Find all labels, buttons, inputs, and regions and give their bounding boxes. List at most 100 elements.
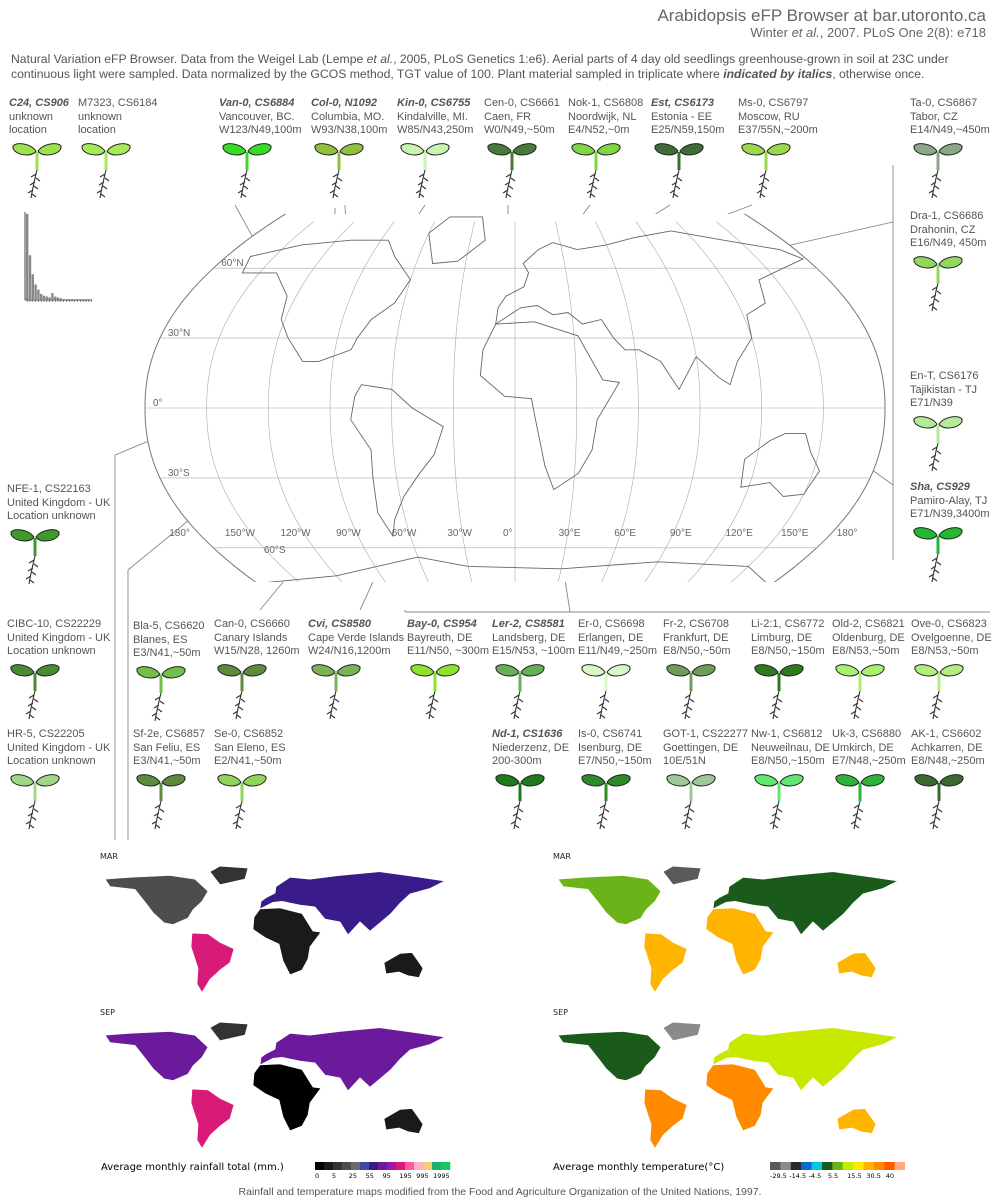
accession-card[interactable]: Uk-3, CS6880 Umkirch, DE E7/N48,~250m: [832, 728, 924, 833]
accession-location: San Feliu, ES: [133, 741, 201, 754]
seedling-icon: [217, 663, 267, 719]
accession-name: Fr-2, CS6708: [663, 618, 730, 630]
accession-location: Kindalville, MI.: [397, 110, 468, 123]
scale-swatch: [360, 1162, 370, 1170]
scale-swatch: [414, 1162, 424, 1170]
longitude-label: 60°E: [614, 528, 636, 539]
accession-card[interactable]: AK-1, CS6602 Achkarren, DE E8/N48,~250m: [911, 728, 1000, 833]
accession-card[interactable]: Bla-5, CS6620 Blanes, ES E3/N41,~50m: [133, 620, 225, 725]
accession-card[interactable]: NFE-1, CS22163 United Kingdom - UK Locatio…: [7, 483, 110, 588]
accession-card[interactable]: CIBC-10, CS22229 United Kingdom - UK Locat…: [7, 618, 111, 723]
accession-card[interactable]: C24, CS906 unknown location: [9, 97, 101, 202]
accession-name: Can-0, CS6660: [214, 618, 290, 630]
accession-location: Goettingen, DE: [663, 741, 739, 754]
accession-card[interactable]: Se-0, CS6852 San Eleno, ES E2/N41,~50m: [214, 728, 306, 833]
latitude-label: 60°S: [264, 545, 286, 556]
accession-location: Erlangen, DE: [578, 631, 644, 644]
accession-location: Tajikistan - TJ: [910, 383, 978, 396]
scale-swatch: [873, 1162, 885, 1170]
accession-location: Ovelgoenne, DE: [911, 631, 992, 644]
scale-swatch: [324, 1162, 334, 1170]
accession-card[interactable]: Cvi, CS8580 Cape Verde Islands W24/N16,120…: [308, 618, 404, 723]
accession-card[interactable]: GOT-1, CS22277 Goettingen, DE 10E/51N: [663, 728, 755, 833]
accession-location: Neuweilnau, DE: [751, 741, 830, 754]
climate-landmass: [643, 1088, 688, 1150]
accession-card[interactable]: Er-0, CS6698 Erlangen, DE E11/N49,~250m: [578, 618, 670, 723]
longitude-label: 120°W: [280, 528, 311, 539]
scale-tick-label: -14.5: [789, 1172, 807, 1180]
seedling-icon: [12, 142, 62, 198]
accession-card[interactable]: Is-0, CS6741 Isenburg, DE E7/N50,~150m: [578, 728, 670, 833]
accession-card[interactable]: Old-2, CS6821 Oldenburg, DE E8/N53,~50m: [832, 618, 924, 723]
longitude-label: 180°: [169, 528, 190, 539]
accession-name: AK-1, CS6602: [911, 728, 982, 740]
climate-landmass: [557, 1031, 662, 1081]
temperature-color-scale: [770, 1162, 905, 1170]
accession-card[interactable]: Ta-0, CS6867 Tabor, CZ E14/N49,~450m: [910, 97, 1000, 202]
accession-name: Old-2, CS6821: [832, 618, 905, 630]
accession-name: Bla-5, CS6620: [133, 620, 205, 632]
accession-location: United Kingdom - UK: [7, 631, 111, 644]
longitude-label: 90°E: [670, 528, 692, 539]
seedling-icon: [654, 142, 704, 198]
scale-tick-label: -29.5: [770, 1172, 787, 1180]
seedling-icon: [10, 773, 60, 829]
rainfall-map-sep: [104, 1021, 447, 1150]
accession-name: Dra-1, CS6686: [910, 210, 984, 222]
accession-location: E3/N41,~50m: [133, 647, 201, 659]
accession-location: E8/N50,~150m: [751, 645, 825, 657]
seedling-icon: [10, 528, 60, 584]
accession-card[interactable]: Can-0, CS6660 Canary Islands W15/N28, 1260…: [214, 618, 306, 723]
scale-tick-label: 55: [365, 1172, 374, 1180]
accession-card[interactable]: Est, CS6173 Estonia - EE E25/N59,150m: [651, 97, 743, 202]
climate-landmass: [190, 932, 235, 994]
accession-card[interactable]: En-T, CS6176 Tajikistan - TJ E71/N39: [910, 370, 1000, 475]
longitude-label: 30°E: [559, 528, 581, 539]
continent-outline: [495, 230, 805, 391]
accession-location: location: [78, 124, 116, 136]
climate-landmass: [209, 1021, 249, 1042]
accession-card[interactable]: Ove-0, CS6823 Ovelgoenne, DE E8/N53,~50m: [911, 618, 1000, 723]
accession-card[interactable]: Ms-0, CS6797 Moscow, RU E37/55N,~200m: [738, 97, 830, 202]
accession-card[interactable]: Nw-1, CS6812 Neuweilnau, DE E8/N50,~150m: [751, 728, 843, 833]
accession-card[interactable]: Kin-0, CS6755 Kindalville, MI. W85/N43,250…: [397, 97, 489, 202]
accession-location: Pamiro-Alay, TJ: [910, 494, 988, 507]
accession-location: Oldenburg, DE: [832, 631, 905, 644]
continent-outline: [479, 321, 621, 491]
histogram-bar: [56, 297, 60, 300]
continent-outline: [241, 239, 411, 362]
accession-card[interactable]: Ler-2, CS8581 Landsberg, DE E15/N53, ~100m: [492, 618, 584, 723]
histogram-bar: [28, 255, 32, 300]
accession-card[interactable]: Bay-0, CS954 Bayreuth, DE E11/N50, ~300m: [407, 618, 499, 723]
scale-swatch: [863, 1162, 875, 1170]
scale-swatch: [894, 1162, 905, 1170]
accession-card[interactable]: M7323, CS6184 unknown location: [78, 97, 170, 202]
temp-mar-label: MAR: [553, 852, 571, 861]
accession-card[interactable]: Li-2:1, CS6772 Limburg, DE E8/N50,~150m: [751, 618, 843, 723]
accession-card[interactable]: HR-5, CS22205 United Kingdom - UK Location…: [7, 728, 110, 833]
climate-landmass: [705, 1063, 775, 1132]
accession-name: Ler-2, CS8581: [492, 618, 565, 630]
rainfall-caption: Average monthly rainfall total (mm.): [101, 1162, 284, 1173]
accession-card[interactable]: Dra-1, CS6686 Drahonin, CZ E16/N49, 450m: [910, 210, 1000, 315]
accession-card[interactable]: Sf-2e, CS6857 San Feliu, ES E3/N41,~50m: [133, 728, 225, 833]
accession-location: Vancouver, BC.: [219, 110, 295, 123]
scale-swatch: [405, 1162, 415, 1170]
accession-location: Location unknown: [7, 645, 96, 657]
accession-card[interactable]: Sha, CS929 Pamiro-Alay, TJ E71/N39,3400m: [910, 481, 1000, 586]
accession-location: E8/N50,~50m: [663, 645, 731, 657]
histogram-bar: [54, 296, 57, 300]
accession-card[interactable]: Fr-2, CS6708 Frankfurt, DE E8/N50,~50m: [663, 618, 755, 723]
seedling-icon: [835, 773, 885, 829]
accession-card[interactable]: Nok-1, CS6808 Noordwijk, NL E4/N52,~0m: [568, 97, 660, 202]
scale-swatch: [811, 1162, 823, 1170]
accession-location: Limburg, DE: [751, 631, 813, 644]
accession-location: Canary Islands: [214, 631, 288, 644]
accession-card[interactable]: Col-0, N1092 Columbia, MO. W93/N38,100m: [311, 97, 403, 202]
accession-card[interactable]: Nd-1, CS1636 Niederzenz, DE 200-300m: [492, 728, 584, 833]
accession-card[interactable]: Cen-0, CS6661 Caen, FR W0/N49,~50m: [484, 97, 576, 202]
scale-tick-label: 95: [382, 1172, 391, 1180]
latitude-label: 30°S: [168, 468, 190, 479]
accession-card[interactable]: Van-0, CS6884 Vancouver, BC. W123/N49,100m: [219, 97, 311, 202]
climate-landmass: [836, 952, 877, 978]
